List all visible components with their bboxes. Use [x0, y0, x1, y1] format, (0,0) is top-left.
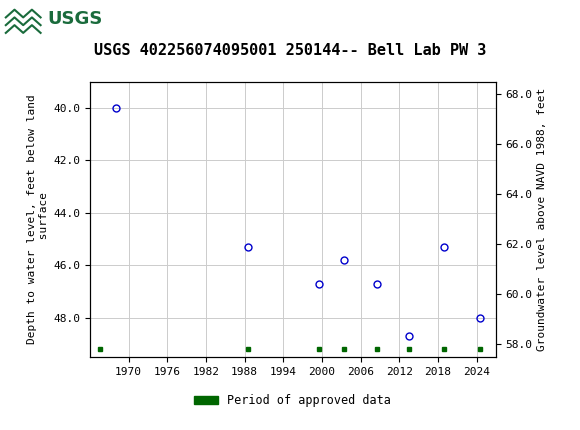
- Legend: Period of approved data: Period of approved data: [190, 389, 396, 412]
- Y-axis label: Groundwater level above NAVD 1988, feet: Groundwater level above NAVD 1988, feet: [536, 88, 547, 351]
- Text: USGS: USGS: [48, 10, 103, 28]
- Y-axis label: Depth to water level, feet below land
 surface: Depth to water level, feet below land su…: [27, 95, 49, 344]
- Text: USGS 402256074095001 250144-- Bell Lab PW 3: USGS 402256074095001 250144-- Bell Lab P…: [94, 43, 486, 58]
- FancyBboxPatch shape: [3, 3, 72, 36]
